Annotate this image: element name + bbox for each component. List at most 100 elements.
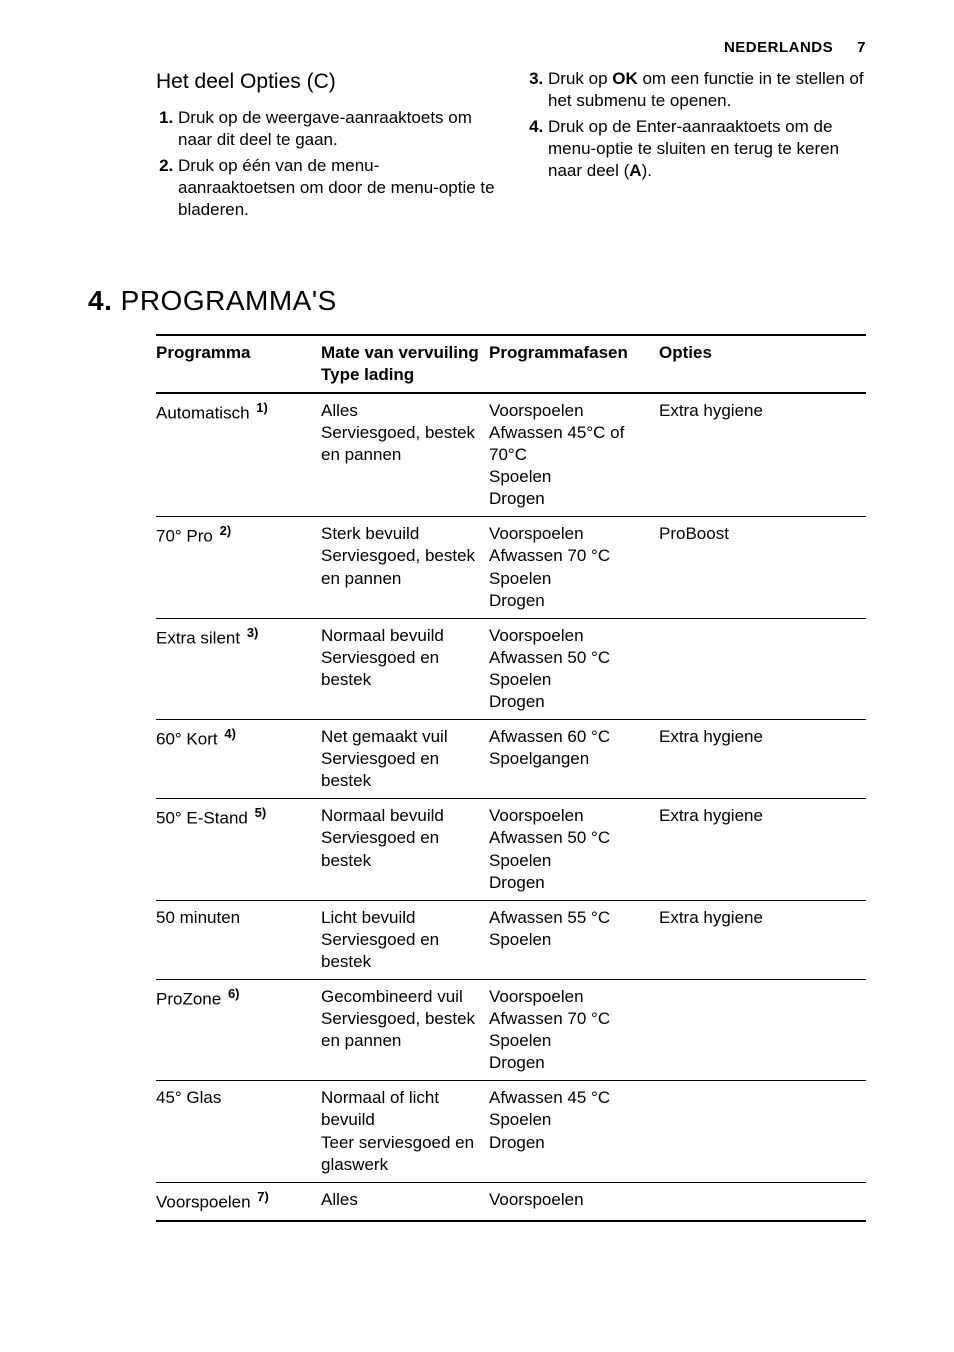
table-row: Extra silent 3) Normaal bevuildServiesgoe… <box>156 618 866 719</box>
soil-cell: Normaal bevuildServiesgoed en bestek <box>321 799 489 900</box>
phase-line: Drogen <box>489 691 653 713</box>
phase-line: Spoelen <box>489 466 653 488</box>
soil-line: Serviesgoed en bestek <box>321 748 483 792</box>
left-steps-list: Druk op de weergave-aanraaktoets om naar… <box>156 107 496 221</box>
program-cell: 60° Kort 4) <box>156 720 321 799</box>
right-column: Druk op OK om een functie in te stellen … <box>526 68 866 226</box>
subsection-title: Het deel Opties (C) <box>156 68 496 95</box>
soil-line: Serviesgoed en bestek <box>321 647 483 691</box>
program-cell: 50 minuten <box>156 900 321 979</box>
phase-line: Afwassen 50 °C <box>489 827 653 849</box>
phase-line: Spoelen <box>489 669 653 691</box>
section-heading: 4. PROGRAMMA'S <box>88 283 866 319</box>
phase-line: Spoelen <box>489 1109 653 1131</box>
program-cell: Automatisch 1) <box>156 393 321 517</box>
options-cell <box>659 618 866 719</box>
options-cell <box>659 980 866 1081</box>
table-header-cell: Opties <box>659 335 866 393</box>
phase-line: Voorspoelen <box>489 625 653 647</box>
phase-line: Spoelen <box>489 929 653 951</box>
page-number: 7 <box>857 38 866 58</box>
phase-line: Voorspoelen <box>489 986 653 1008</box>
table-header-cell: Programmafasen <box>489 335 659 393</box>
program-note: 6) <box>228 986 240 1001</box>
phase-line: Voorspoelen <box>489 400 653 422</box>
program-name: Extra silent <box>156 628 240 647</box>
phase-line: Drogen <box>489 488 653 510</box>
soil-line: Normaal of licht bevuild <box>321 1087 483 1131</box>
phase-line: Voorspoelen <box>489 1189 653 1211</box>
options-subsection: Het deel Opties (C) Druk op de weergave-… <box>156 68 866 226</box>
soil-line: Normaal bevuild <box>321 625 483 647</box>
right-steps-list: Druk op OK om een functie in te stellen … <box>526 68 866 182</box>
phases-cell: Afwassen 45 °CSpoelenDrogen <box>489 1081 659 1182</box>
phase-line: Afwassen 70 °C <box>489 545 653 567</box>
program-cell: 50° E-Stand 5) <box>156 799 321 900</box>
phase-line: Voorspoelen <box>489 805 653 827</box>
soil-line: Alles <box>321 1189 483 1211</box>
phase-line: Spoelen <box>489 850 653 872</box>
programs-table: ProgrammaMate van vervuilingType ladingP… <box>156 334 866 1222</box>
table-header-cell: Mate van vervuilingType lading <box>321 335 489 393</box>
program-note: 2) <box>220 523 232 538</box>
table-row: 50° E-Stand 5)Normaal bevuildServiesgoed… <box>156 799 866 900</box>
phases-cell: VoorspoelenAfwassen 70 °CSpoelenDrogen <box>489 517 659 618</box>
options-cell <box>659 1081 866 1182</box>
section-number: 4. <box>88 285 112 316</box>
table-row: 45° Glas Normaal of licht bevuildTeer ser… <box>156 1081 866 1182</box>
table-row: Voorspoelen 7)Alles Voorspoelen <box>156 1182 866 1220</box>
phase-line: Afwassen 70 °C <box>489 1008 653 1030</box>
phases-cell: VoorspoelenAfwassen 50 °CSpoelenDrogen <box>489 618 659 719</box>
options-cell: Extra hygiene <box>659 720 866 799</box>
table-row: 50 minutenLicht bevuildServiesgoed en be… <box>156 900 866 979</box>
phases-cell: Afwassen 60 °CSpoelgangen <box>489 720 659 799</box>
soil-cell: Normaal of licht bevuildTeer serviesgoed… <box>321 1081 489 1182</box>
phase-line: Drogen <box>489 590 653 612</box>
options-cell: Extra hygiene <box>659 900 866 979</box>
phases-cell: Voorspoelen <box>489 1182 659 1220</box>
step-4: Druk op de Enter-aanraaktoets om de menu… <box>548 116 866 182</box>
page-header: NEDERLANDS 7 <box>88 38 866 58</box>
soil-cell: Alles <box>321 1182 489 1220</box>
program-name: 50 minuten <box>156 908 240 927</box>
step-3: Druk op OK om een functie in te stellen … <box>548 68 866 112</box>
soil-line: Teer serviesgoed en glaswerk <box>321 1132 483 1176</box>
soil-cell: Gecombineerd vuilServiesgoed, bestek en … <box>321 980 489 1081</box>
phase-line: Drogen <box>489 1052 653 1074</box>
phase-line: Spoelgangen <box>489 748 653 770</box>
soil-line: Alles <box>321 400 483 422</box>
program-note: 4) <box>224 726 236 741</box>
soil-line: Licht bevuild <box>321 907 483 929</box>
program-name: ProZone <box>156 990 221 1009</box>
section-title: PROGRAMMA'S <box>121 285 337 316</box>
soil-cell: Net gemaakt vuilServiesgoed en bestek <box>321 720 489 799</box>
program-note: 3) <box>247 625 259 640</box>
phase-line: Afwassen 45 °C <box>489 1087 653 1109</box>
phases-cell: VoorspoelenAfwassen 50 °CSpoelenDrogen <box>489 799 659 900</box>
language-label: NEDERLANDS <box>724 38 833 58</box>
phase-line: Drogen <box>489 872 653 894</box>
options-cell: ProBoost <box>659 517 866 618</box>
options-cell <box>659 1182 866 1220</box>
phase-line: Spoelen <box>489 568 653 590</box>
program-note: 7) <box>257 1189 269 1204</box>
soil-cell: Normaal bevuildServiesgoed en bestek <box>321 618 489 719</box>
soil-line: Serviesgoed en bestek <box>321 827 483 871</box>
phases-cell: VoorspoelenAfwassen 70 °CSpoelenDrogen <box>489 980 659 1081</box>
soil-line: Sterk bevuild <box>321 523 483 545</box>
table-row: Automatisch 1)AllesServiesgoed, bestek e… <box>156 393 866 517</box>
phases-cell: VoorspoelenAfwassen 45°C of 70°CSpoelenD… <box>489 393 659 517</box>
program-name: 50° E-Stand <box>156 809 248 828</box>
program-name: 60° Kort <box>156 730 218 749</box>
phase-line: Afwassen 45°C of 70°C <box>489 422 653 466</box>
program-name: 45° Glas <box>156 1088 221 1107</box>
table-header-row: ProgrammaMate van vervuilingType ladingP… <box>156 335 866 393</box>
table-row: 70° Pro 2)Sterk bevuildServiesgoed, best… <box>156 517 866 618</box>
program-name: 70° Pro <box>156 527 213 546</box>
soil-line: Net gemaakt vuil <box>321 726 483 748</box>
phase-line: Spoelen <box>489 1030 653 1052</box>
phase-line: Drogen <box>489 1132 653 1154</box>
phase-line: Voorspoelen <box>489 523 653 545</box>
phase-line: Afwassen 60 °C <box>489 726 653 748</box>
program-cell: Voorspoelen 7) <box>156 1182 321 1220</box>
